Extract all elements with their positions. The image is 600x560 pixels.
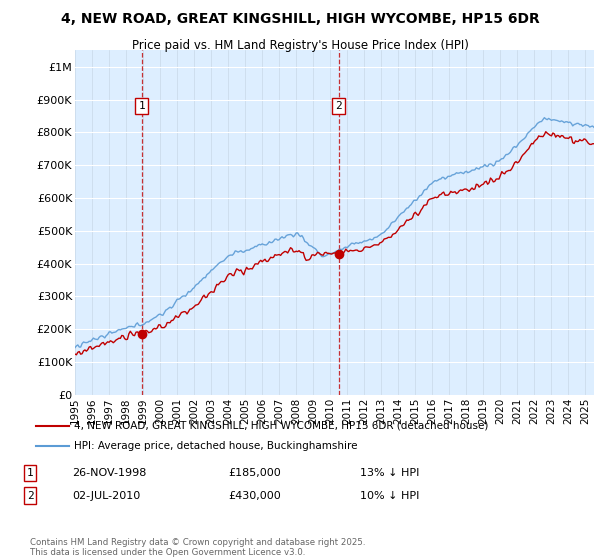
Text: 4, NEW ROAD, GREAT KINGSHILL, HIGH WYCOMBE, HP15 6DR (detached house): 4, NEW ROAD, GREAT KINGSHILL, HIGH WYCOM… (74, 421, 488, 431)
Text: 26-NOV-1998: 26-NOV-1998 (72, 468, 146, 478)
Text: 13% ↓ HPI: 13% ↓ HPI (360, 468, 419, 478)
Text: 10% ↓ HPI: 10% ↓ HPI (360, 491, 419, 501)
Text: 2: 2 (335, 101, 342, 111)
Text: Contains HM Land Registry data © Crown copyright and database right 2025.
This d: Contains HM Land Registry data © Crown c… (30, 538, 365, 557)
Text: Price paid vs. HM Land Registry's House Price Index (HPI): Price paid vs. HM Land Registry's House … (131, 39, 469, 52)
Text: 2: 2 (26, 491, 34, 501)
Text: 1: 1 (26, 468, 34, 478)
Text: HPI: Average price, detached house, Buckinghamshire: HPI: Average price, detached house, Buck… (74, 441, 358, 451)
Text: £430,000: £430,000 (228, 491, 281, 501)
Text: £185,000: £185,000 (228, 468, 281, 478)
Text: 1: 1 (139, 101, 145, 111)
Text: 02-JUL-2010: 02-JUL-2010 (72, 491, 140, 501)
Text: 4, NEW ROAD, GREAT KINGSHILL, HIGH WYCOMBE, HP15 6DR: 4, NEW ROAD, GREAT KINGSHILL, HIGH WYCOM… (61, 12, 539, 26)
